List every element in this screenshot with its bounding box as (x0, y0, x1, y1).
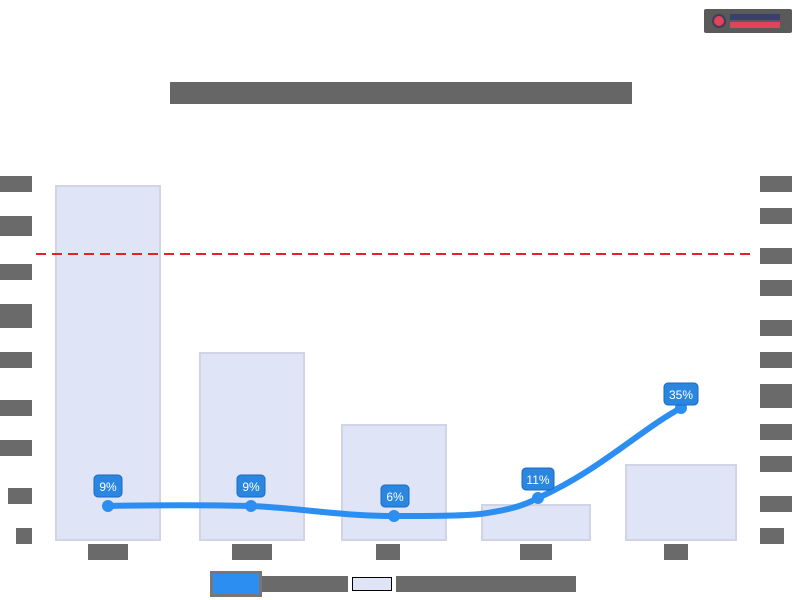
line-point-4 (532, 492, 544, 504)
chart-title-redacted (170, 82, 632, 104)
bar-3 (341, 424, 447, 541)
line-series (105, 405, 684, 520)
logo-line-1 (730, 14, 780, 20)
left-axis (0, 176, 32, 544)
data-label-3: 6% (386, 490, 404, 504)
data-label-1: 9% (99, 480, 117, 494)
right-axis (760, 176, 792, 544)
bar-2 (199, 352, 305, 541)
legend-label-1: [obscured] (262, 576, 348, 592)
data-label-2: 9% (242, 480, 260, 494)
brand-logo (704, 9, 792, 33)
data-labels: 9% 9% 6% 11% 35% (93, 382, 699, 508)
logo-line-2 (730, 22, 780, 28)
legend-swatch-bar (352, 577, 392, 591)
line-point-1 (102, 500, 114, 512)
legend-label-2: [obscured] (396, 576, 576, 592)
x-axis (88, 544, 688, 560)
legend: [obscured] [obscured] (210, 570, 576, 598)
data-label-4: 11% (526, 473, 549, 487)
line-point-3 (388, 510, 400, 522)
data-label-5: 35% (669, 388, 693, 402)
line-point-2 (245, 500, 257, 512)
globe-icon (712, 14, 726, 28)
bar-5 (625, 464, 737, 541)
legend-swatch-line (210, 571, 262, 597)
